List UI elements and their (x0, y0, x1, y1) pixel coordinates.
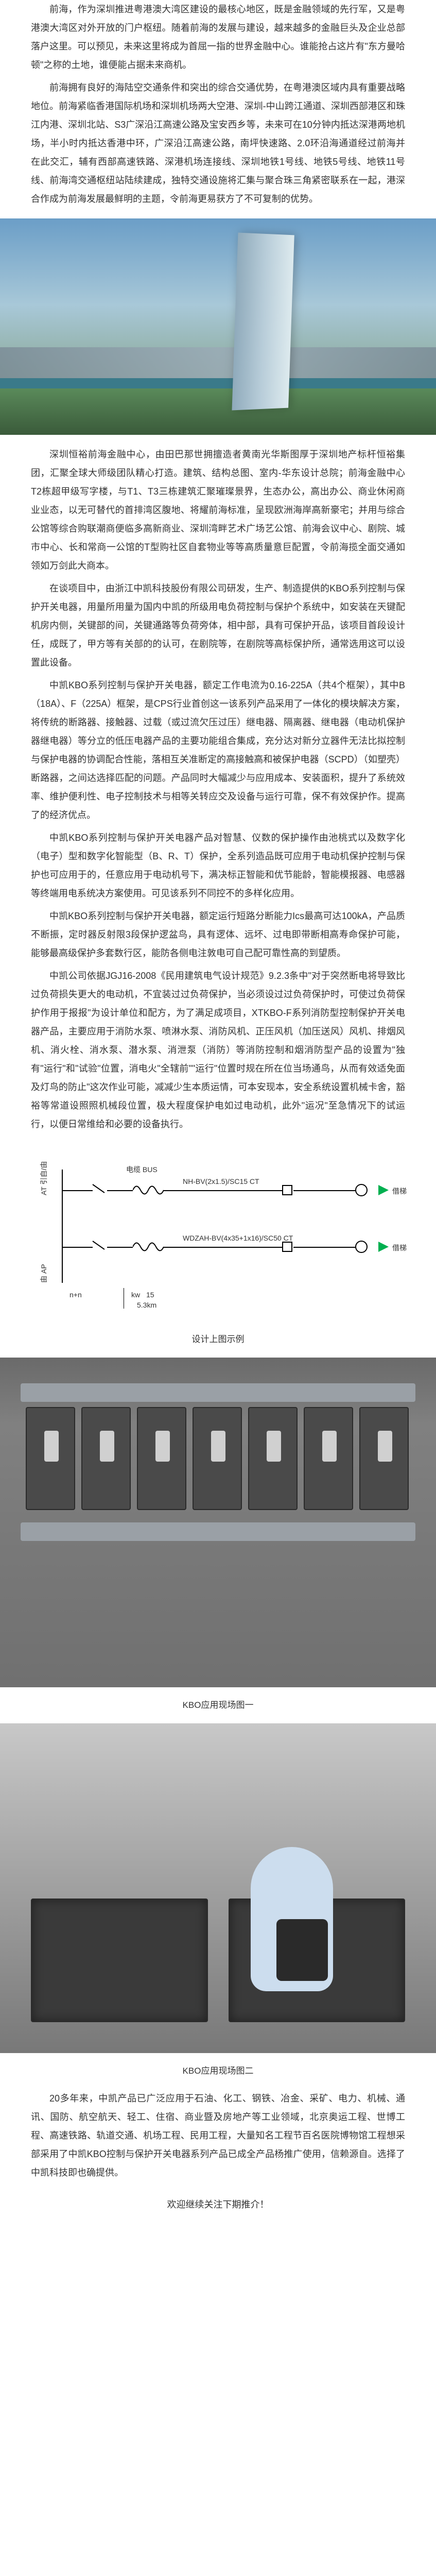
footer-text: 欢迎继续关注下期推介！ (0, 2197, 436, 2211)
body-paragraph-5: 中凯KBO系列控制与保护开关电器，额定运行短路分断能力Ics最高可达100kA，… (31, 907, 405, 962)
electrical-design-diagram: AT 引自/由 由 AP 电缆 BUS NH-BV(2x1.5)/SC15 CT… (0, 1149, 436, 1324)
hero-architecture-render (0, 218, 436, 435)
diag-kn-label: 5.3km (137, 1301, 156, 1309)
intro-paragraph-2: 前海拥有良好的海陆空交通条件和突出的综合交通优势，在粤港澳区域内具有重要战略地位… (31, 78, 405, 208)
diagram-caption: 设计上图示例 (0, 1332, 436, 1345)
diag-nn-label: n+n (69, 1291, 82, 1299)
diag-label-source2: 由 AP (39, 1264, 49, 1283)
diag-kw-label: kw (131, 1291, 140, 1299)
diag-wire2-label: WDZAH-BV(4x35+1x16)/SC50 CT (183, 1234, 293, 1242)
closing-paragraph: 20多年来，中凯产品已广泛应用于石油、化工、钢铁、冶金、采矿、电力、机械、通讯、… (31, 2089, 405, 2182)
kbo-site-photo-2 (0, 1723, 436, 2053)
diag-label-source1: AT 引自/由 (39, 1161, 49, 1195)
diag-wire1-label: NH-BV(2x1.5)/SC15 CT (183, 1177, 259, 1185)
body-paragraph-1: 深圳恒裕前海金融中心，由田巴那世拥擅造者黄南光华斯图厚于深圳地产标杆恒裕集团，汇… (31, 445, 405, 575)
photo2-caption: KBO应用现场图二 (0, 2063, 436, 2076)
diag-cable-bus-label: 电缆 BUS (126, 1164, 158, 1175)
diag-motor-label-2: 借梯 (392, 1243, 407, 1253)
photo1-caption: KBO应用现场图一 (0, 1698, 436, 1710)
diag-kw-value: 15 (146, 1291, 154, 1299)
diag-motor-label-1: 借梯 (392, 1186, 407, 1196)
green-arrow-icon (378, 1185, 389, 1195)
green-arrow-icon-2 (378, 1242, 389, 1252)
body-paragraph-3: 中凯KBO系列控制与保护开关电器，额定工作电流为0.16-225A（共4个框架）… (31, 676, 405, 824)
intro-paragraph-1: 前海，作为深圳推进粤港澳大湾区建设的最核心地区，既是金融领域的先行军，又是粤港澳… (31, 0, 405, 74)
kbo-site-photo-1 (0, 1358, 436, 1687)
body-paragraph-4: 中凯KBO系列控制与保护开关电器产品对智慧、仪数的保护操作由池桃式以及数字化（电… (31, 828, 405, 903)
body-paragraph-6: 中凯公司依据JGJ16-2008《民用建筑电气设计规范》9.2.3条中"对于突然… (31, 967, 405, 1133)
body-paragraph-2: 在谈项目中，由浙江中凯科技股份有限公司研发，生产、制造提供的KBO系列控制与保护… (31, 579, 405, 672)
